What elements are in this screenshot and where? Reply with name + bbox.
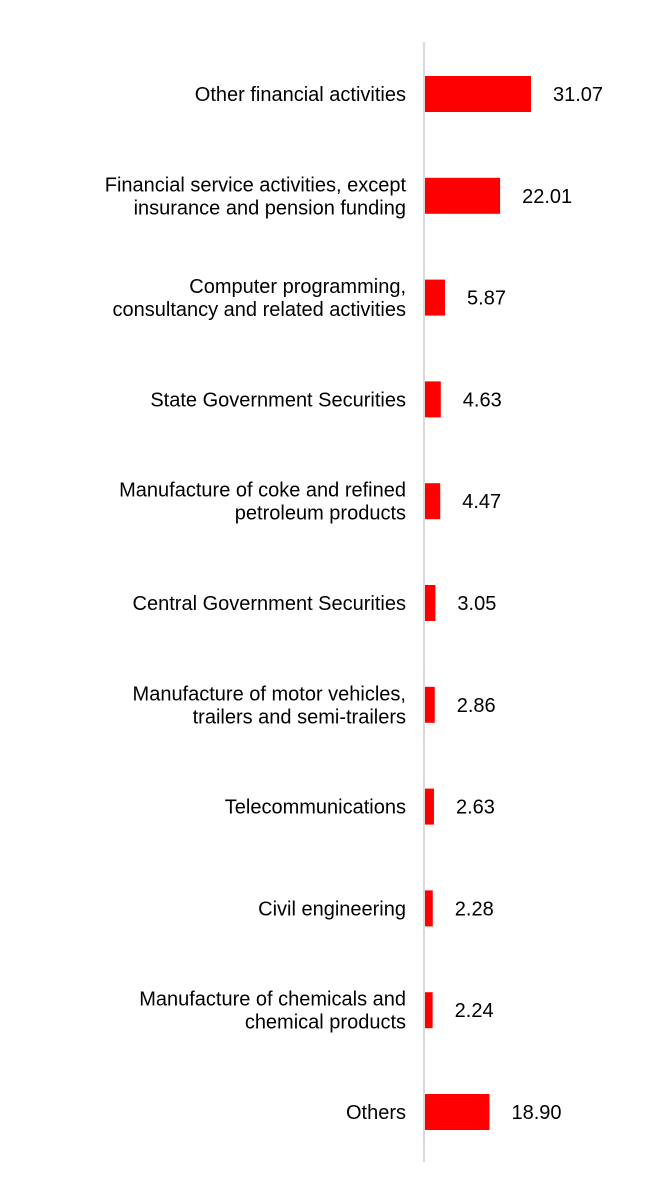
category-label-5-line-0: Central Government Securities (133, 593, 406, 615)
bar-7 (425, 788, 434, 825)
category-label-0: Other financial activities (195, 84, 406, 106)
category-label-6: Manufacture of motor vehicles, trailers a… (133, 683, 406, 728)
category-label-7: Telecommunications (225, 797, 406, 819)
bars-group (425, 76, 531, 1130)
bar-8 (425, 890, 433, 927)
category-label-0-line-0: Other financial activities (195, 84, 406, 106)
category-label-9-line-1: chemical products (245, 1012, 406, 1034)
category-label-4: Manufacture of coke and refined petroleum… (119, 480, 406, 525)
value-label-4: 4.47 (462, 491, 501, 513)
value-label-8: 2.28 (455, 898, 494, 920)
value-label-0: 31.07 (553, 84, 603, 106)
bar-6 (425, 686, 435, 723)
category-label-6-line-1: trailers and semi-trailers (193, 706, 406, 728)
category-label-3: State Government Securities (150, 389, 406, 411)
category-label-1-line-1: insurance and pension funding (134, 197, 406, 219)
category-label-6-line-0: Manufacture of motor vehicles, (133, 683, 406, 705)
bar-3 (425, 381, 441, 418)
category-label-7-line-0: Telecommunications (225, 797, 406, 819)
bar-1 (425, 177, 501, 214)
category-labels-group: Other financial activities Financial serv… (105, 84, 407, 1124)
category-label-9: Manufacture of chemicals and chemical pro… (139, 989, 406, 1034)
bar-9 (425, 992, 433, 1029)
category-label-3-line-0: State Government Securities (150, 389, 406, 411)
value-label-7: 2.63 (456, 797, 495, 819)
category-label-5: Central Government Securities (133, 593, 406, 615)
category-label-2-line-0: Computer programming, (189, 276, 406, 298)
category-label-8-line-0: Civil engineering (258, 898, 406, 920)
bar-10 (425, 1094, 490, 1130)
category-label-8: Civil engineering (258, 898, 406, 920)
value-label-3: 4.63 (463, 389, 502, 411)
value-label-2: 5.87 (467, 288, 506, 310)
value-label-6: 2.86 (457, 695, 496, 717)
value-label-5: 3.05 (457, 593, 496, 615)
category-label-1-line-0: Financial service activities, except (105, 174, 407, 196)
bar-0 (425, 76, 531, 112)
bar-5 (425, 585, 436, 621)
category-label-2-line-1: consultancy and related activities (113, 299, 407, 321)
value-label-9: 2.24 (455, 1000, 494, 1022)
value-label-1: 22.01 (522, 186, 572, 208)
category-label-10-line-0: Others (346, 1102, 406, 1124)
category-label-2: Computer programming, consultancy and rel… (113, 276, 407, 321)
category-label-10: Others (346, 1102, 406, 1124)
value-labels-group: 31.07 22.01 5.87 4.63 4.47 3.05 2.86 2.63 2.28 2.… (455, 84, 603, 1124)
bar-4 (425, 483, 441, 520)
category-label-1: Financial service activities, except insu… (105, 174, 407, 219)
category-label-4-line-1: petroleum products (235, 503, 406, 525)
bar-2 (425, 279, 446, 316)
category-label-9-line-0: Manufacture of chemicals and (139, 989, 406, 1011)
category-label-4-line-0: Manufacture of coke and refined (119, 480, 406, 502)
value-label-10: 18.90 (511, 1102, 561, 1124)
